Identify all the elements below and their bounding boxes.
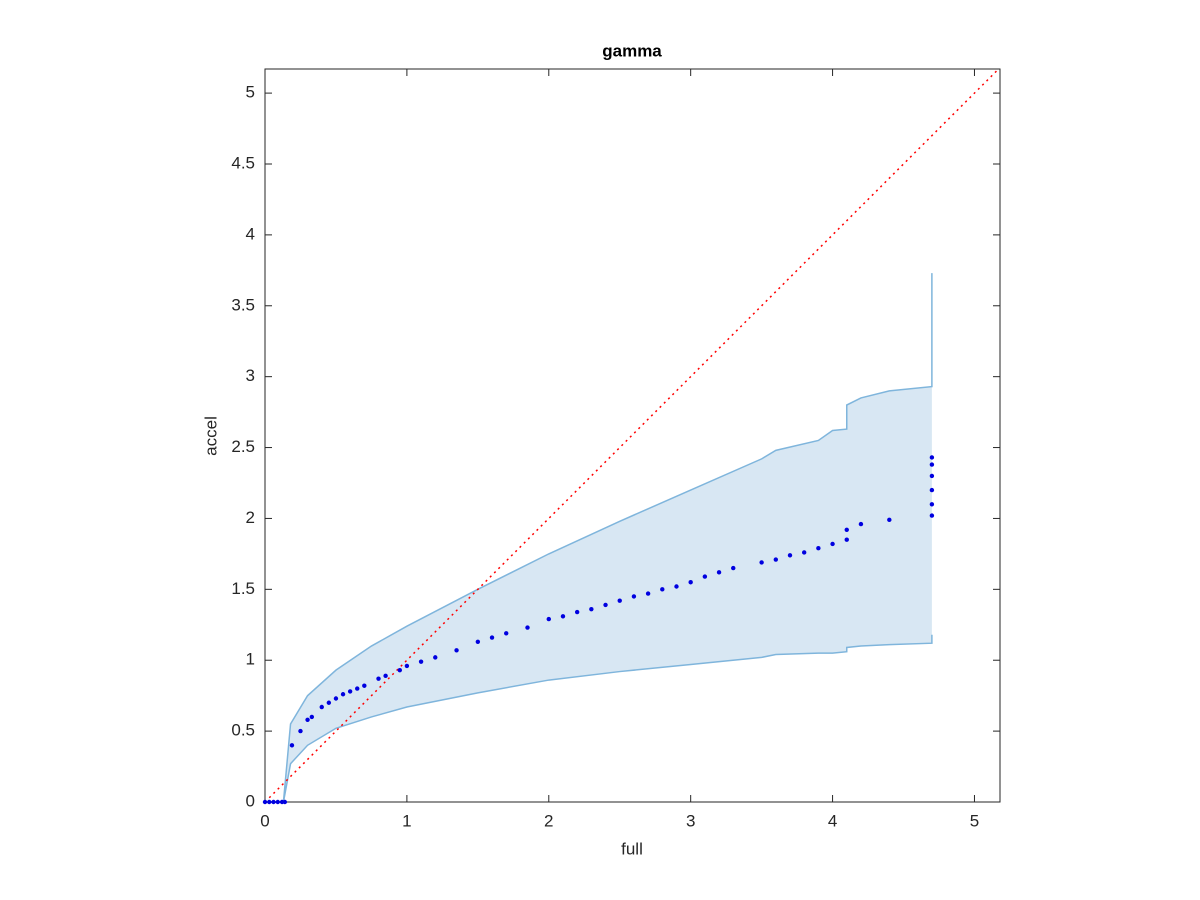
point [574, 609, 580, 615]
y-axis-label: accel [201, 416, 220, 456]
point [319, 704, 324, 710]
point [773, 557, 779, 562]
point [282, 799, 288, 805]
y-tick-label: 1.5 [231, 579, 255, 598]
point [275, 799, 280, 805]
point [716, 570, 722, 575]
x-tick-label: 1 [402, 811, 411, 830]
point [929, 513, 935, 518]
point [617, 598, 622, 603]
axes-box [264, 68, 1001, 803]
chart-title: gamma [602, 41, 662, 60]
point [489, 635, 495, 640]
point [546, 616, 551, 622]
point [309, 714, 315, 720]
reference-line [265, 69, 1000, 802]
point [589, 606, 594, 612]
point [731, 565, 736, 571]
point [289, 743, 295, 748]
point [688, 580, 693, 585]
point [475, 639, 481, 644]
point [830, 541, 835, 547]
point [929, 455, 935, 460]
point [929, 462, 935, 467]
point [355, 686, 360, 691]
point [816, 546, 821, 551]
point [383, 673, 388, 679]
x-tick-label: 2 [544, 811, 553, 830]
point [267, 799, 272, 805]
point [929, 502, 935, 507]
x-tick-label: 3 [686, 811, 695, 830]
point [929, 487, 935, 493]
point [418, 659, 424, 664]
point [525, 625, 530, 630]
band-lower [265, 634, 933, 803]
point [858, 521, 864, 527]
point [340, 692, 346, 697]
x-tick-label: 5 [970, 811, 979, 830]
point [326, 700, 332, 705]
y-tick-label: 3.5 [231, 295, 255, 314]
point [504, 631, 509, 636]
point [660, 587, 665, 592]
x-tick-label: 4 [828, 811, 837, 830]
x-axis-label: full [621, 839, 643, 858]
point [262, 799, 268, 805]
y-tick-label: 4 [246, 224, 255, 243]
point [433, 655, 438, 660]
point [759, 560, 764, 565]
point [787, 553, 793, 558]
y-tick-label: 4.5 [231, 153, 255, 172]
y-tick-label: 5 [246, 83, 255, 102]
point [454, 648, 459, 653]
y-tick-label: 2.5 [231, 437, 255, 456]
point [887, 517, 892, 523]
point [702, 574, 708, 579]
point [298, 728, 303, 734]
y-tick-label: 3 [246, 366, 255, 385]
point [844, 537, 849, 542]
point [333, 696, 339, 701]
y-tick-label: 0 [246, 791, 255, 810]
point [404, 663, 410, 669]
point [631, 594, 637, 599]
x-tick-label: 0 [260, 811, 269, 830]
y-tick-label: 2 [246, 508, 255, 527]
point [603, 602, 608, 608]
point [362, 683, 367, 688]
point [271, 799, 276, 805]
point [929, 473, 935, 479]
point [347, 689, 353, 694]
band-upper [265, 273, 933, 803]
point [305, 717, 310, 722]
point [376, 676, 381, 681]
point [844, 527, 849, 532]
point [560, 614, 566, 619]
point [397, 667, 402, 673]
y-tick-label: 0.5 [231, 721, 255, 740]
point [645, 591, 651, 596]
point [674, 584, 679, 589]
point [801, 550, 807, 555]
y-tick-label: 1 [246, 650, 255, 669]
band-fill [265, 273, 932, 802]
